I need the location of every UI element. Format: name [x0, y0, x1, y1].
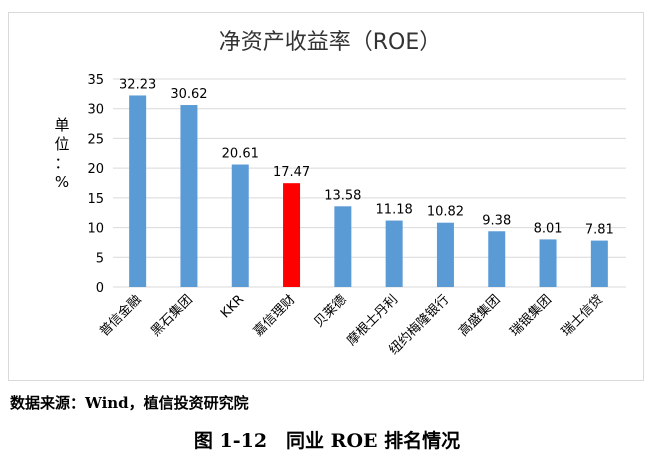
data-label: 11.18 [376, 203, 413, 218]
x-tick-label: KKR [218, 292, 247, 321]
data-label: 17.47 [273, 165, 310, 180]
x-tick-label: 黑石集团 [148, 292, 196, 340]
bar-7 [436, 222, 454, 287]
bar-5 [334, 206, 352, 287]
data-label: 9.38 [482, 213, 511, 228]
data-label: 7.81 [585, 223, 614, 238]
y-tick-label: 0 [96, 281, 104, 296]
y-tick-label: 5 [96, 251, 104, 266]
y-tick-label: 35 [87, 73, 104, 88]
x-tick-label: 瑞银集团 [507, 292, 555, 340]
x-tick-label: 嘉信理财 [251, 292, 298, 339]
bar-8 [488, 231, 506, 287]
bar-4 [283, 183, 301, 287]
bar-2 [180, 105, 198, 287]
data-label: 8.01 [534, 221, 563, 236]
figure-caption: 图 1-12 同业 ROE 排名情况 [193, 430, 461, 452]
bar-9 [539, 239, 557, 287]
x-tick-label: 高盛集团 [455, 292, 503, 340]
bar-10 [590, 240, 608, 287]
x-tick-label: 普信金融 [96, 292, 144, 340]
data-label: 13.58 [324, 188, 361, 203]
chart-frame [8, 12, 644, 381]
y-tick-label: 30 [87, 103, 104, 118]
data-label: 30.62 [170, 87, 207, 102]
bar-1 [129, 95, 147, 287]
y-axis-label-char: 单 [54, 116, 69, 134]
y-tick-label: 25 [87, 132, 104, 147]
y-tick-label: 20 [87, 162, 104, 177]
y-axis-label-char: 位 [54, 135, 69, 153]
y-tick-label: 15 [87, 192, 104, 207]
y-tick-label: 10 [87, 222, 104, 237]
x-tick-label: 瑞士信贷 [559, 292, 606, 339]
source-note: 数据来源：Wind，植信投资研究院 [10, 394, 249, 412]
bar-6 [385, 220, 403, 287]
data-label: 10.82 [427, 205, 464, 220]
data-label: 20.61 [222, 147, 259, 162]
y-axis-label-char: ： [54, 154, 69, 172]
chart-title: 净资产收益率（ROE） [219, 30, 442, 55]
x-tick-label: 贝莱德 [311, 292, 349, 330]
roe-bar-chart: 净资产收益率（ROE） 0 5 10 15 20 25 30 35 单位：% 32.23 普信金融 30… [54, 30, 626, 358]
bar-3 [231, 164, 249, 287]
data-label: 32.23 [119, 77, 156, 92]
y-axis-label-char: % [55, 173, 69, 191]
